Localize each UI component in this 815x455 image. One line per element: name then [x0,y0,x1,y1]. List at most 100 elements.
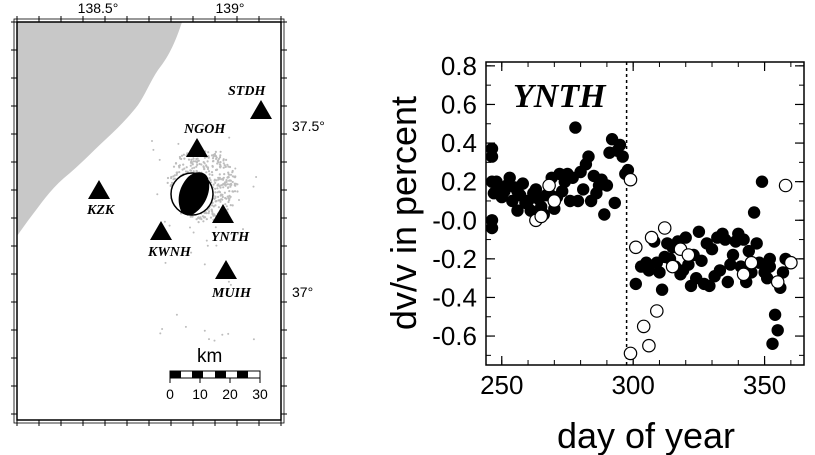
aftershock-dot [233,176,235,178]
y-tick-label: 0.2 [441,167,477,197]
aftershock-dot [227,183,229,185]
aftershock-dot [202,215,204,217]
aftershock-dot [211,209,213,211]
data-point-filled [582,150,594,162]
aftershock-dot [208,212,210,214]
aftershock-dot [181,155,183,157]
aftershock-dot [219,173,221,175]
aftershock-dot [234,190,236,192]
aftershock-dot [232,204,234,206]
aftershock-dot [198,221,200,223]
aftershock-dot [225,198,227,200]
aftershock-dot [221,334,223,336]
aftershock-dot [216,179,218,181]
aftershock-dot [228,190,230,192]
chart-title: YNTH [513,78,607,115]
aftershock-dot [180,158,182,160]
aftershock-dot [217,184,219,186]
aftershock-dot [228,137,230,139]
data-point-filled [706,243,718,255]
aftershock-dot [178,165,180,167]
aftershock-dot [217,196,219,198]
aftershock-dot [223,167,225,169]
data-point-open [645,231,657,243]
data-point-filled [695,255,707,267]
aftershock-dot [159,159,161,161]
aftershock-dot [189,227,191,229]
data-point-open [624,174,636,186]
aftershock-dot [215,151,217,153]
data-point-filled [722,276,734,288]
aftershock-dot [224,192,226,194]
data-point-filled [572,195,584,207]
aftershock-dot [173,166,175,168]
aftershock-dot [225,159,227,161]
data-point-filled [748,206,760,218]
aftershock-dot [234,184,236,186]
aftershock-dot [172,175,174,177]
x-tick-labels: 250 300 350 [480,370,786,400]
aftershock-dot [207,160,209,162]
lon-tick-label: 138.5° [78,0,119,16]
aftershock-dot [206,240,208,242]
aftershock-dot [213,184,215,186]
aftershock-dot [200,163,202,165]
aftershock-dot [224,203,226,205]
aftershock-dot [186,166,188,168]
aftershock-dot [204,263,206,265]
aftershock-dot [170,177,172,179]
aftershock-dot [202,220,204,222]
aftershock-dot [213,198,215,200]
aftershock-dot [209,173,211,175]
aftershock-dot [220,151,222,153]
aftershock-dot [193,170,195,172]
aftershock-dot [208,338,210,340]
scale-bar-unit: km [197,346,222,367]
data-point-open [543,179,555,191]
data-point-filled [617,150,629,162]
aftershock-dot [203,168,205,170]
aftershock-dot [185,170,187,172]
data-point-filled [601,179,613,191]
aftershock-dot [226,205,228,207]
aftershock-dot [204,162,206,164]
aftershock-dot [176,314,178,316]
aftershock-dot [199,217,201,219]
aftershock-dot [219,201,221,203]
data-point-filled [598,208,610,220]
aftershock-dot [222,186,224,188]
aftershock-dot [219,177,221,179]
focal-mechanism-icon [171,172,213,215]
x-axis-label: day of year [557,415,735,455]
aftershock-dot [193,232,195,234]
lat-tick-label: 37.5° [292,118,325,134]
aftershock-dot [228,281,230,283]
aftershock-dot [210,217,212,219]
y-tick-label: -0.0 [432,205,477,235]
y-tick-labels: 0.8 0.6 0.4 0.2 -0.0 -0.2 -0.4 -0.6 [432,51,477,351]
aftershock-dot [179,156,181,158]
data-point-filled [756,176,768,188]
aftershock-dot [165,262,167,264]
data-point-filled [656,284,668,296]
data-point-open [643,340,655,352]
aftershock-dot [164,221,166,223]
aftershock-dot [197,158,199,160]
aftershock-dot [253,186,255,188]
aftershock-dot [222,196,224,198]
aftershock-dot [230,184,232,186]
aftershock-dot [215,158,217,160]
aftershock-dot [212,160,214,162]
aftershock-dot [204,330,206,332]
aftershock-dot [238,199,240,201]
aftershock-dot [214,188,216,190]
aftershock-dot [161,328,163,330]
data-point-open [682,249,694,261]
aftershock-dot [216,187,218,189]
y-axis-label: dv/v in percent [383,96,424,330]
data-point-filled [737,233,749,245]
data-point-filled [653,266,665,278]
aftershock-dot [253,338,255,340]
scale-tick-label: 10 [192,386,208,402]
